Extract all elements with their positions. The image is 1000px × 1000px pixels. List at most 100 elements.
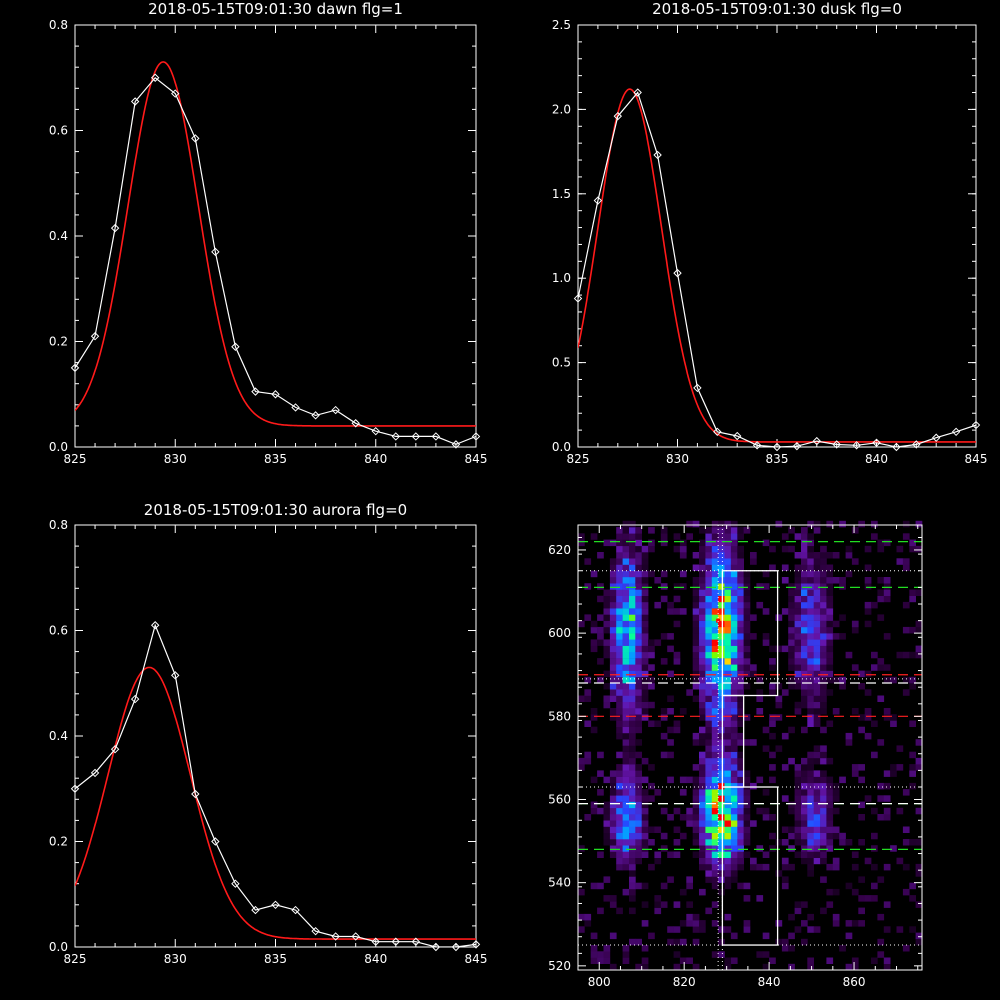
heatmap-cell (801, 726, 808, 734)
heatmap-cell (616, 558, 623, 565)
heatmap-cell (902, 520, 910, 528)
heatmap-cell (584, 720, 592, 727)
heatmap-cell (635, 670, 642, 678)
heatmap-cell (692, 683, 700, 690)
heatmap-cell (826, 757, 834, 765)
heatmap-cell (635, 683, 642, 690)
heatmap-cell (616, 670, 623, 678)
heatmap-cell (750, 863, 757, 871)
heatmap-cell (616, 732, 623, 740)
heatmap-cell (699, 832, 706, 840)
heatmap-cell (622, 845, 630, 852)
heatmap-cell (807, 570, 814, 578)
heatmap-cell (641, 595, 649, 603)
heatmap-cell (807, 782, 814, 790)
heatmap-cell (845, 739, 853, 746)
heatmap-cell (813, 751, 821, 759)
heatmap-cell (692, 676, 700, 684)
heatmap-cell (896, 558, 904, 565)
heatmap-cell (705, 720, 713, 727)
y-tick-label: 0.6 (49, 124, 68, 138)
heatmap-cell (597, 552, 604, 559)
heatmap-cell (718, 595, 725, 603)
heatmap-cell (590, 776, 598, 784)
heatmap-cell (801, 701, 808, 709)
heatmap-cell (730, 664, 738, 671)
heatmap-cell (699, 558, 706, 565)
heatmap-cell (609, 614, 617, 621)
heatmap-cell (781, 795, 789, 802)
heatmap-cell (724, 745, 732, 752)
heatmap-cell (635, 533, 642, 540)
heatmap-cell (743, 789, 751, 796)
heatmap-cell (730, 957, 738, 964)
heatmap-cell (648, 826, 655, 833)
heatmap-cell (660, 732, 668, 740)
heatmap-cell (597, 633, 604, 640)
heatmap-cell (807, 689, 814, 696)
heatmap-cell (743, 926, 751, 933)
fit-curve (75, 666, 476, 940)
heatmap-cell (654, 789, 662, 796)
heatmap-cell (762, 932, 770, 940)
heatmap-cell (711, 714, 719, 721)
heatmap-cell (629, 714, 636, 721)
heatmap-cell (597, 583, 604, 590)
heatmap-cell (743, 570, 751, 578)
heatmap-cell (629, 789, 636, 796)
heatmap-cell (699, 545, 706, 553)
heatmap-cell (635, 938, 642, 946)
heatmap-cell (641, 626, 649, 634)
heatmap-cell (609, 714, 617, 721)
heatmap-cell (705, 857, 713, 865)
heatmap-cell (724, 770, 732, 777)
heatmap-cell (718, 701, 725, 709)
heatmap-cell (616, 533, 623, 540)
heatmap-cell (622, 863, 630, 871)
heatmap-cell (673, 938, 681, 946)
heatmap-cell (801, 901, 808, 908)
heatmap-cell (635, 527, 642, 534)
heatmap-cell (667, 695, 674, 702)
heatmap-cell (902, 789, 910, 796)
heatmap-cell (883, 633, 891, 640)
heatmap-cell (648, 795, 655, 802)
heatmap-cell (635, 695, 642, 702)
heatmap-cell (743, 770, 751, 777)
heatmap-cell (807, 701, 814, 709)
heatmap-cell (909, 770, 916, 777)
heatmap-cell (820, 907, 827, 915)
heatmap-cell (692, 564, 700, 571)
heatmap-cell (807, 751, 814, 759)
heatmap-cell (692, 520, 700, 528)
heatmap-cell (807, 633, 814, 640)
heatmap-cell (902, 601, 910, 609)
heatmap-cell (686, 901, 693, 908)
heatmap-cell (718, 601, 725, 609)
heatmap-cell (730, 614, 738, 621)
heatmap-cell (813, 714, 821, 721)
heatmap-cell (711, 620, 719, 628)
heatmap-cell (730, 732, 738, 740)
heatmap-cell (641, 589, 649, 596)
heatmap-cell (718, 589, 725, 596)
heatmap-cell (629, 882, 636, 890)
heatmap-cell (807, 714, 814, 721)
heatmap-cell (896, 745, 904, 752)
heatmap-cell (622, 670, 630, 678)
heatmap-cell (622, 608, 630, 615)
heatmap-cell (851, 888, 859, 896)
heatmap-cell (902, 533, 910, 540)
heatmap-cell (813, 851, 821, 858)
heatmap-cell (737, 570, 744, 578)
heatmap-cell (578, 845, 585, 852)
heatmap-cell (730, 870, 738, 877)
heatmap-cell (635, 651, 642, 659)
heatmap-cell (641, 670, 649, 678)
heatmap-cell (737, 732, 744, 740)
data-point (251, 387, 260, 396)
heatmap-cell (730, 739, 738, 746)
heatmap-cell (794, 651, 802, 659)
heatmap-cell (635, 789, 642, 796)
heatmap-cell (826, 826, 834, 833)
